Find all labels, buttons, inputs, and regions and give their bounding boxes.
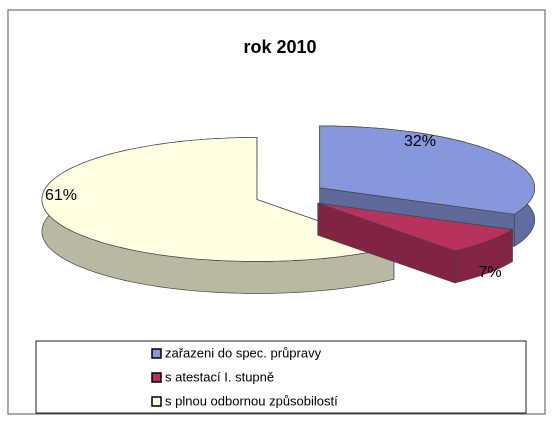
chart-title: rok 2010 [243, 37, 316, 57]
legend-label: s atestací I. stupně [165, 369, 274, 384]
data-label: 61% [45, 187, 77, 204]
legend-swatch [151, 372, 162, 383]
data-label: 7% [478, 264, 501, 281]
legend-label: s plnou odbornou způsobilostí [165, 393, 338, 408]
legend-label: zařazeni do spec. průpravy [165, 345, 322, 360]
legend-box [35, 340, 527, 414]
slice [319, 125, 536, 215]
slice [317, 202, 514, 252]
legend-swatch [151, 396, 162, 407]
data-label: 32% [404, 133, 436, 150]
legend-swatch [151, 348, 162, 359]
slice [41, 137, 396, 262]
